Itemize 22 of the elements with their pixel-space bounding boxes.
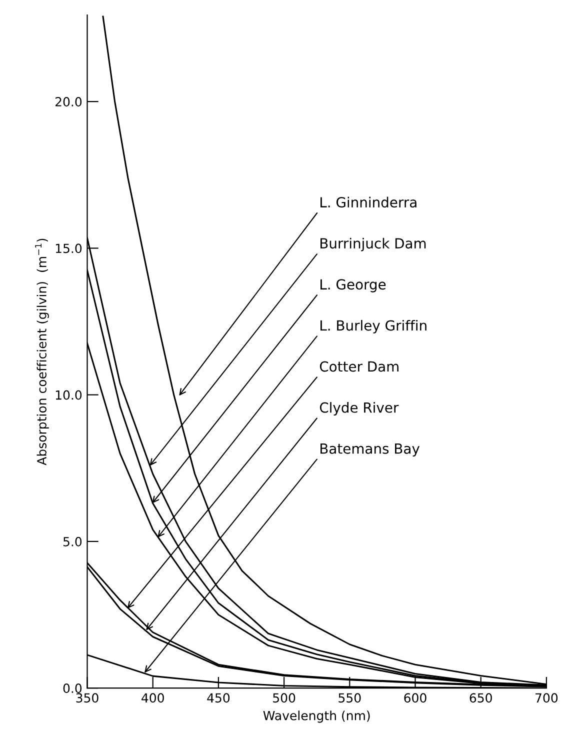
x-tick-label: 650 bbox=[470, 693, 492, 703]
annotation: Batemans Bay bbox=[320, 444, 420, 457]
annotation: L. Burley Griffin bbox=[320, 320, 426, 334]
x-tick-label: 350 bbox=[76, 693, 98, 703]
y-tick-label: 10.0 bbox=[56, 390, 82, 400]
annotation: Cotter Dam bbox=[320, 361, 398, 372]
x-tick-label: 600 bbox=[404, 693, 426, 703]
annotation: Clyde River bbox=[320, 402, 399, 416]
x-tick-label: 500 bbox=[273, 693, 296, 703]
y-tick-label: 15.0 bbox=[56, 244, 82, 254]
annotation: Burrinjuck Dam bbox=[320, 238, 426, 252]
x-tick-label: 550 bbox=[338, 693, 361, 703]
x-tick-label: 700 bbox=[536, 693, 558, 703]
y-tick-label: 5.0 bbox=[63, 536, 82, 546]
annotation: L. George bbox=[320, 279, 386, 292]
annotation: L. Ginninderra bbox=[320, 196, 416, 208]
y-axis-title: Absorption coefficient (gilvin) (m$^{−1}$) bbox=[35, 238, 49, 466]
x-tick-label: 400 bbox=[142, 693, 164, 703]
x-tick-label: 450 bbox=[207, 693, 230, 703]
y-tick-label: 20.0 bbox=[55, 97, 82, 106]
x-axis-title: Wavelength (nm) bbox=[263, 710, 370, 723]
y-tick-label: 0.0 bbox=[63, 684, 82, 694]
